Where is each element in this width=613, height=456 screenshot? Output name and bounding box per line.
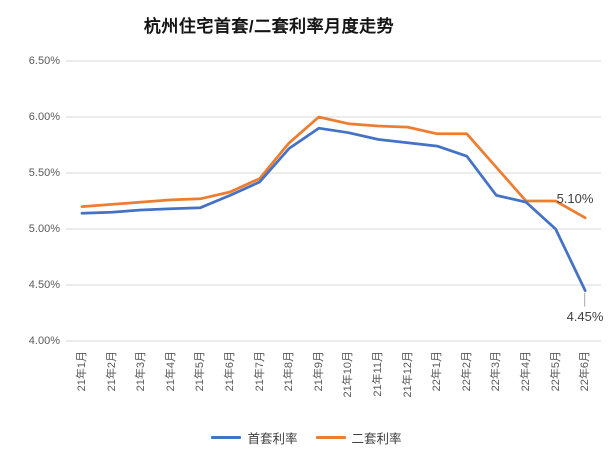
data-label-second-rate-end: 5.10% [556, 191, 594, 206]
y-axis-tick-label: 6.50% [28, 55, 60, 67]
y-axis-tick-label: 6.00% [28, 111, 60, 123]
legend-item-first-rate: 首套利率 [211, 428, 298, 447]
series-line-0 [80, 126, 587, 292]
x-axis-tick-label: 21年6月 [224, 351, 236, 392]
x-axis-tick-label: 21年5月 [194, 351, 207, 392]
y-axis-tick-label: 5.50% [28, 167, 60, 179]
chart-title: 杭州住宅首套/二套利率月度走势 [143, 17, 395, 36]
x-axis-tick-label: 22年5月 [549, 351, 562, 392]
x-axis-tick-label: 21年12月 [401, 351, 414, 398]
x-axis-tick-label: 21年11月 [372, 351, 384, 397]
legend-line-swatch-blue [211, 435, 242, 440]
x-axis-tick-label: 21年2月 [105, 351, 118, 392]
x-axis-tick-label: 22年4月 [520, 351, 532, 392]
x-axis-tick-label: 21年4月 [164, 351, 177, 392]
legend-label-first-rate: 首套利率 [247, 432, 298, 446]
x-axis-tick-label: 22年1月 [431, 351, 444, 392]
x-axis-tick-label: 22年6月 [579, 351, 592, 392]
x-axis-tick-label: 22年3月 [490, 351, 503, 392]
x-axis-tick-label: 21年9月 [312, 351, 325, 392]
legend-item-second-rate: 二套利率 [315, 428, 402, 447]
x-axis-tick-label: 21年1月 [76, 351, 88, 392]
x-axis-tick-label: 21年8月 [283, 351, 296, 392]
x-axis-tick-label: 21年7月 [253, 351, 266, 392]
y-axis-tick-label: 4.00% [28, 335, 60, 347]
x-axis-tick-label: 21年3月 [135, 351, 148, 392]
y-axis-tick-label: 5.00% [28, 223, 60, 235]
legend: 首套利率 二套利率 [0, 428, 613, 447]
series-line-1 [80, 115, 587, 220]
legend-label-second-rate: 二套利率 [351, 432, 402, 446]
y-axis-tick-label: 4.50% [28, 279, 60, 291]
x-axis-tick-label: 21年10月 [342, 351, 355, 398]
data-label-first-rate-end: 4.45% [566, 309, 604, 324]
x-axis-tick-label: 22年2月 [460, 351, 473, 392]
legend-line-swatch-orange [315, 435, 346, 440]
